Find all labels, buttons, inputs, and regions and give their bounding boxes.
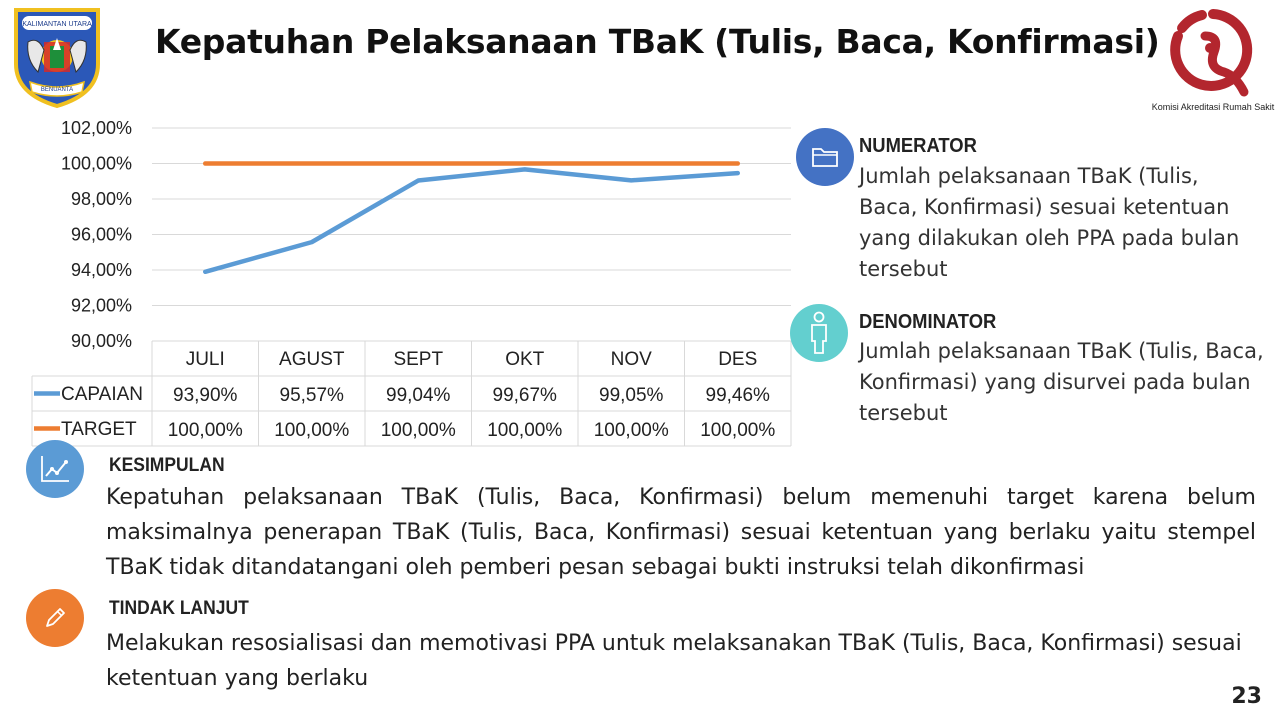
- slide-title: Kepatuhan Pelaksanaan TBaK (Tulis, Baca,…: [155, 22, 1160, 61]
- y-tick-label: 90,00%: [71, 331, 132, 351]
- chart-series: [203, 161, 740, 275]
- table-cell-target: 100,00%: [274, 420, 349, 441]
- table-cell-target: 100,00%: [594, 420, 669, 441]
- table-cell-capaian: 99,67%: [493, 385, 558, 406]
- line-chart: 102,00% 100,00% 98,00% 96,00% 94,00% 92,00% 90…: [31, 118, 792, 447]
- chart-data-table: JULI AGUST SEPT OKT NOV DES CAPAIAN 93,90% 95,57…: [31, 340, 792, 447]
- table-cell-capaian: 95,57%: [280, 385, 345, 406]
- kars-logo: Komisi Akreditasi Rumah Sakit: [1150, 6, 1276, 116]
- x-category-label: DES: [718, 349, 757, 370]
- emblem-bottom-text: BENUANTA: [41, 87, 73, 93]
- series-line-capaian: [203, 167, 740, 275]
- table-cell-target: 100,00%: [700, 420, 775, 441]
- y-axis-ticks: 102,00% 100,00% 98,00% 96,00% 94,00% 92,00% 90…: [61, 118, 132, 351]
- y-tick-label: 98,00%: [71, 189, 132, 209]
- chart-gridlines: [152, 127, 791, 306]
- kalimantan-utara-emblem: KALIMANTAN UTARA BENUANTA: [8, 2, 106, 110]
- table-cell-target: 100,00%: [487, 420, 562, 441]
- numerator-heading: NUMERATOR: [859, 135, 977, 157]
- table-cell-target: 100,00%: [381, 420, 456, 441]
- x-category-label: SEPT: [393, 349, 443, 370]
- table-cell-capaian: 99,04%: [386, 385, 451, 406]
- y-tick-label: 100,00%: [61, 154, 132, 174]
- denominator-text: Jumlah pelaksanaan TBaK (Tulis, Baca, Ko…: [859, 339, 1264, 425]
- line-chart-icon: [26, 440, 84, 498]
- numerator-text: Jumlah pelaksanaan TBaK (Tulis, Baca, Ko…: [859, 164, 1240, 281]
- kars-logo-text: Komisi Akreditasi Rumah Sakit: [1151, 102, 1275, 112]
- tindak-lanjut-heading: TINDAK LANJUT: [109, 598, 249, 619]
- person-icon: [790, 304, 848, 362]
- x-category-label: NOV: [611, 349, 653, 370]
- tindak-lanjut-text: Melakukan resosialisasi dan memotivasi P…: [106, 631, 1242, 691]
- legend-label-target: TARGET: [61, 419, 137, 440]
- legend-label-capaian: CAPAIAN: [61, 384, 143, 405]
- pencil-icon: [26, 589, 84, 647]
- y-tick-label: 94,00%: [71, 260, 132, 280]
- x-category-label: JULI: [186, 349, 225, 370]
- page-number: 23: [1231, 684, 1262, 709]
- y-tick-label: 96,00%: [71, 225, 132, 245]
- kesimpulan-heading: KESIMPULAN: [109, 455, 225, 476]
- kesimpulan-text: Kepatuhan pelaksanaan TBaK (Tulis, Baca,…: [106, 485, 1256, 580]
- table-cell-capaian: 99,46%: [706, 385, 771, 406]
- emblem-top-text: KALIMANTAN UTARA: [22, 21, 92, 28]
- y-tick-label: 102,00%: [61, 118, 132, 138]
- denominator-heading: DENOMINATOR: [859, 311, 997, 333]
- x-category-label: OKT: [505, 349, 544, 370]
- table-cell-target: 100,00%: [168, 420, 243, 441]
- x-category-label: AGUST: [279, 349, 345, 370]
- table-cell-capaian: 93,90%: [173, 385, 238, 406]
- y-tick-label: 92,00%: [71, 296, 132, 316]
- folder-icon: [796, 128, 854, 186]
- table-cell-capaian: 99,05%: [599, 385, 664, 406]
